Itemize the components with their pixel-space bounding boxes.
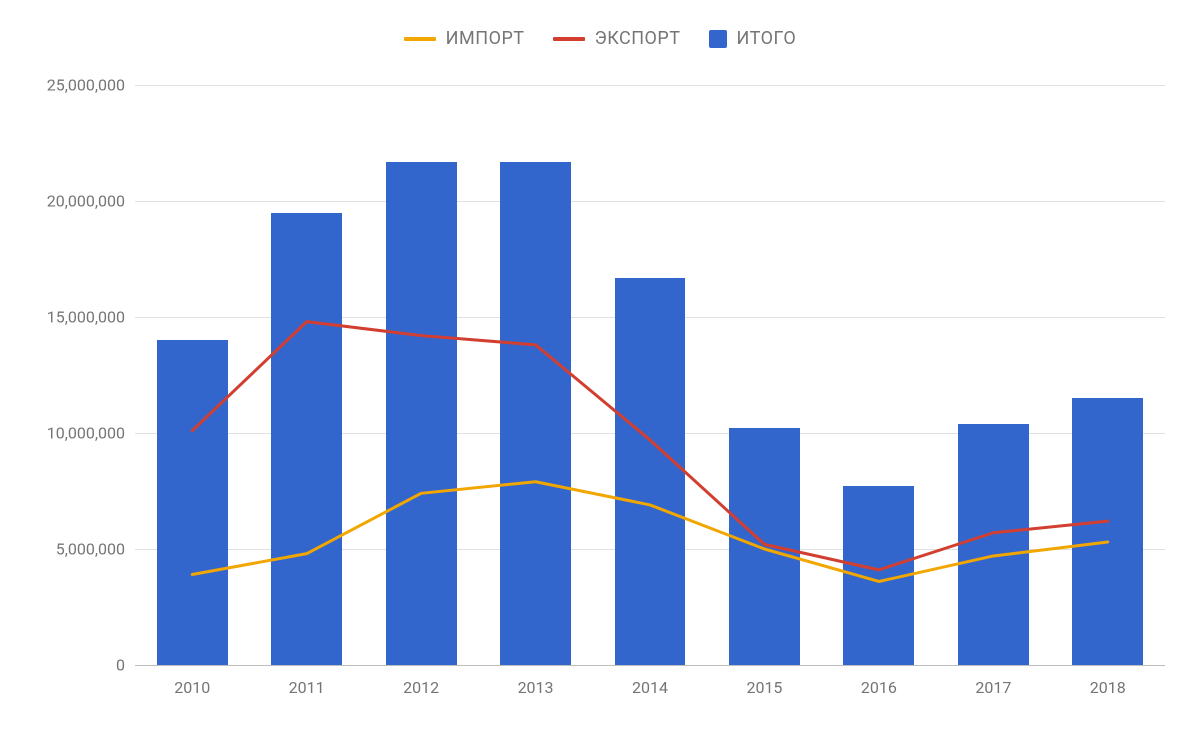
legend-label-import: ИМПОРТ xyxy=(446,28,525,49)
legend-swatch-import xyxy=(404,37,436,41)
x-tick-label: 2016 xyxy=(861,678,897,697)
x-tick-label: 2018 xyxy=(1090,678,1126,697)
legend-item-import: ИМПОРТ xyxy=(404,28,525,49)
line-import xyxy=(192,482,1108,582)
y-tick-label: 0 xyxy=(116,656,125,675)
legend-item-total: ИТОГО xyxy=(709,28,797,49)
x-tick-label: 2011 xyxy=(289,678,325,697)
y-tick-label: 20,000,000 xyxy=(47,192,125,211)
y-tick-label: 10,000,000 xyxy=(47,424,125,443)
line-layer xyxy=(135,85,1165,665)
x-tick-label: 2015 xyxy=(746,678,782,697)
y-tick-label: 25,000,000 xyxy=(47,76,125,95)
x-tick-label: 2010 xyxy=(174,678,210,697)
x-tick-label: 2013 xyxy=(518,678,554,697)
legend-item-export: ЭКСПОРТ xyxy=(553,28,681,49)
legend-label-export: ЭКСПОРТ xyxy=(595,28,681,49)
trade-combo-chart: ИМПОРТ ЭКСПОРТ ИТОГО 0 5,000,000 10,000,00… xyxy=(0,0,1200,742)
legend-swatch-export xyxy=(553,37,585,41)
legend-swatch-total xyxy=(709,30,727,48)
x-tick-label: 2014 xyxy=(632,678,668,697)
x-tick-label: 2017 xyxy=(975,678,1011,697)
legend-label-total: ИТОГО xyxy=(737,28,797,49)
legend: ИМПОРТ ЭКСПОРТ ИТОГО xyxy=(0,0,1200,59)
y-tick-label: 15,000,000 xyxy=(47,308,125,327)
line-export xyxy=(192,322,1108,570)
plot-area xyxy=(135,85,1165,665)
gridline xyxy=(135,665,1165,666)
x-tick-label: 2012 xyxy=(403,678,439,697)
y-tick-label: 5,000,000 xyxy=(56,540,125,559)
